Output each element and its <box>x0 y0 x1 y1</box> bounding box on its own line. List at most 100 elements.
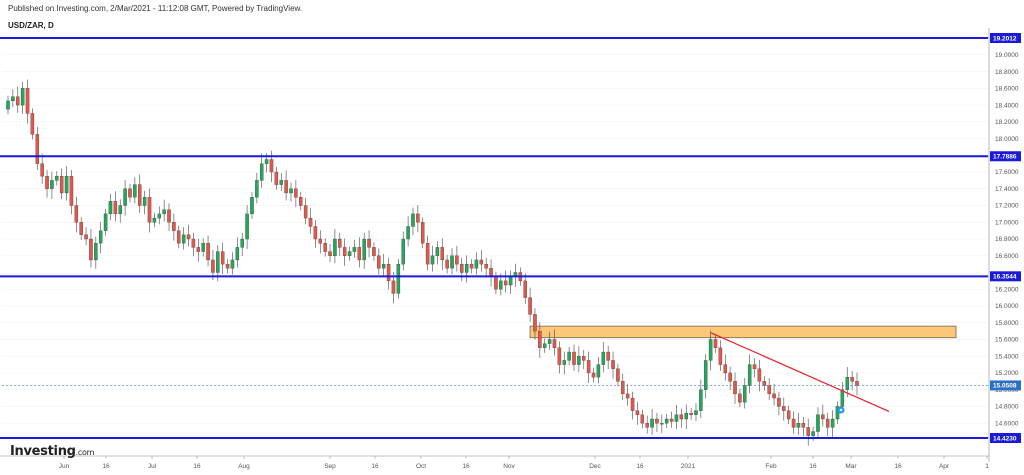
investing-logo: Investing.com <box>10 444 94 459</box>
x-tick-label: Oct <box>416 463 426 470</box>
candle-body <box>64 176 69 194</box>
candle-body <box>752 364 757 369</box>
candle-body <box>406 226 410 240</box>
x-tick-label: Jun <box>59 463 70 470</box>
candle-body <box>786 410 791 420</box>
candle-body <box>338 238 342 248</box>
candle-body <box>225 263 230 269</box>
candle-body <box>542 343 547 348</box>
x-tick-label: 16 <box>462 463 470 470</box>
candles-group <box>6 79 859 446</box>
y-tick-label: 19.0000 <box>995 52 1019 59</box>
candle-body <box>723 364 728 374</box>
candle-body <box>255 180 259 198</box>
price-tag <box>990 271 1021 282</box>
candle-body <box>118 205 122 215</box>
candle-body <box>401 238 405 265</box>
candle-body <box>669 418 674 422</box>
candle-body <box>94 243 98 261</box>
candle-body <box>137 184 142 206</box>
candle-body <box>128 188 132 198</box>
grid <box>2 54 988 424</box>
candle-body <box>596 364 601 378</box>
candle-body <box>582 356 586 361</box>
x-tick-label: Nov <box>503 463 515 470</box>
x-tick-label: Sep <box>324 463 336 470</box>
y-tick-label: 15.2000 <box>995 370 1019 377</box>
candle-body <box>772 393 776 399</box>
x-tick-label: 2021 <box>681 463 696 470</box>
candle-body <box>11 96 15 102</box>
candle-body <box>606 351 610 361</box>
candle-body <box>547 339 552 344</box>
x-tick-label: Dec <box>589 463 601 470</box>
candle-body <box>142 197 147 206</box>
candle-body <box>284 180 288 194</box>
y-tick-label: 16.0000 <box>995 303 1019 310</box>
y-tick-label: 16.6000 <box>995 253 1019 260</box>
x-tick-label: Aug <box>238 463 250 470</box>
price-axis: 14.600014.800015.000015.200015.400015.60… <box>995 52 1019 427</box>
candle-body <box>172 222 176 231</box>
candle-body <box>59 176 64 194</box>
candle-body <box>821 414 825 420</box>
candle-body <box>855 381 859 386</box>
candle-body <box>825 418 830 428</box>
y-tick-label: 15.8000 <box>995 320 1019 327</box>
candle-body <box>479 259 484 265</box>
x-tick-label: 16 <box>193 463 201 470</box>
candle-body <box>372 247 376 256</box>
candle-body <box>591 372 596 378</box>
candle-body <box>469 263 474 269</box>
x-tick-label: 16 <box>371 463 379 470</box>
candle-body <box>718 347 723 365</box>
candle-body <box>806 427 810 436</box>
y-tick-label: 16.8000 <box>995 236 1019 243</box>
price-tag <box>990 433 1021 443</box>
candle-body <box>357 247 362 261</box>
candle-body <box>381 263 386 269</box>
candle-body <box>660 423 664 425</box>
candle-body <box>703 360 708 390</box>
y-tick-label: 17.4000 <box>995 186 1019 193</box>
candle-body <box>464 263 469 273</box>
candle-body <box>89 238 93 261</box>
candle-body <box>240 238 244 248</box>
candle-body <box>430 255 435 265</box>
candle-body <box>777 397 781 407</box>
candle-body <box>250 197 254 215</box>
price-tag-label: 14.4230 <box>993 435 1017 442</box>
price-tags: 19.2012 17.7886 16.3544 14.4230 15.0508 <box>990 33 1021 443</box>
candle-body <box>318 238 323 244</box>
candle-body <box>567 351 571 361</box>
candle-body <box>299 197 303 206</box>
candle-body <box>757 368 762 382</box>
candle-body <box>645 423 649 428</box>
candle-body <box>230 259 235 269</box>
candle-body <box>216 251 220 273</box>
candle-body <box>552 339 557 348</box>
y-tick-label: 14.8000 <box>995 404 1019 411</box>
candle-body <box>167 209 171 223</box>
candle-body <box>440 247 445 261</box>
candle-body <box>762 381 767 386</box>
y-tick-label: 17.2000 <box>995 203 1019 210</box>
y-tick-label: 15.6000 <box>995 337 1019 344</box>
x-tick-label: 16 <box>809 463 817 470</box>
candle-body <box>460 263 464 273</box>
candle-body <box>538 330 542 348</box>
candle-body <box>713 339 718 348</box>
candle-body <box>79 222 83 235</box>
candle-body <box>220 251 225 265</box>
candle-body <box>747 364 752 386</box>
candle-body <box>425 243 430 265</box>
candle-body <box>74 205 79 223</box>
candle-body <box>396 263 401 294</box>
candle-body <box>601 351 606 365</box>
time-axis: Jun 16 Jul 16 Aug Sep 16 Oct 16 Nov Dec 16 2021 Feb 16… <box>59 456 989 470</box>
y-tick-label: 16.2000 <box>995 286 1019 293</box>
candle-body <box>123 188 127 206</box>
candle-body <box>20 88 25 106</box>
candle-body <box>611 360 615 369</box>
